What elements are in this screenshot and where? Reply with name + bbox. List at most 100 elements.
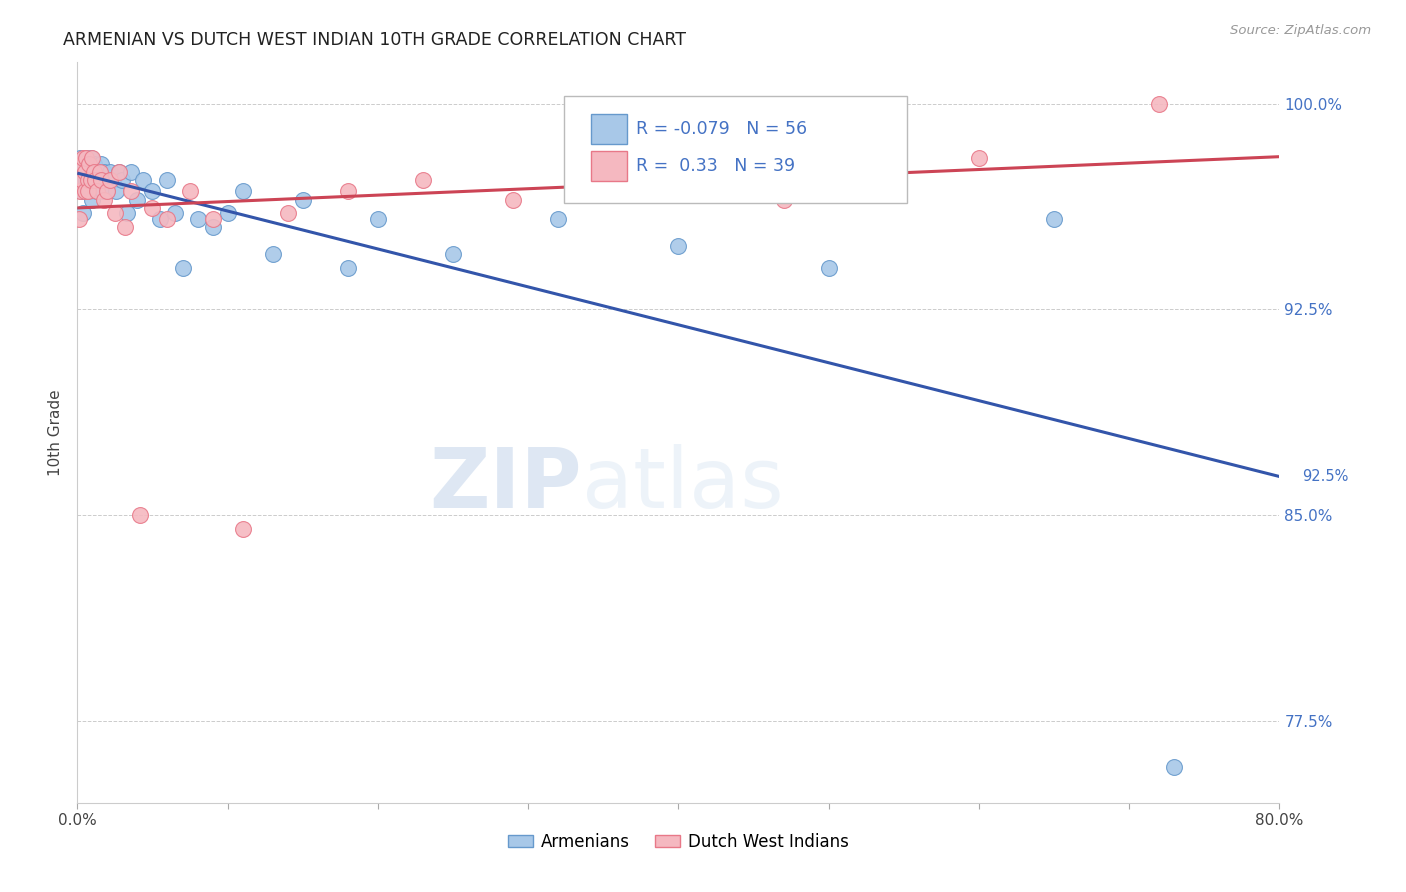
Point xyxy=(82,152,104,166)
Point xyxy=(76,184,98,198)
Point xyxy=(1043,211,1066,226)
Point xyxy=(108,165,131,179)
Point xyxy=(111,173,134,187)
Point xyxy=(76,184,98,198)
Point xyxy=(83,157,105,171)
Point xyxy=(156,173,179,187)
Point xyxy=(94,173,117,187)
Point xyxy=(232,522,254,536)
Point xyxy=(84,173,107,187)
Point xyxy=(80,152,103,166)
Point xyxy=(1163,760,1185,774)
Point xyxy=(89,173,111,187)
Point xyxy=(120,184,142,198)
Point xyxy=(75,173,97,187)
Point xyxy=(89,165,111,179)
Point xyxy=(156,211,179,226)
Point xyxy=(621,157,644,171)
FancyBboxPatch shape xyxy=(591,114,627,144)
Point xyxy=(115,206,138,220)
Point xyxy=(84,173,107,187)
Point xyxy=(76,165,98,179)
Point xyxy=(668,239,690,253)
Point xyxy=(103,173,125,187)
Point xyxy=(75,152,97,166)
Text: 92.5%: 92.5% xyxy=(1302,469,1348,484)
FancyBboxPatch shape xyxy=(591,152,627,181)
Point xyxy=(127,193,149,207)
Point xyxy=(108,165,131,179)
Text: ARMENIAN VS DUTCH WEST INDIAN 10TH GRADE CORRELATION CHART: ARMENIAN VS DUTCH WEST INDIAN 10TH GRADE… xyxy=(63,31,686,49)
Point xyxy=(100,173,122,187)
Point xyxy=(217,206,239,220)
Point xyxy=(93,165,115,179)
Point xyxy=(79,173,101,187)
Point xyxy=(105,184,128,198)
Y-axis label: 10th Grade: 10th Grade xyxy=(48,389,63,476)
Point xyxy=(72,157,94,171)
Text: R = -0.079   N = 56: R = -0.079 N = 56 xyxy=(637,120,807,138)
FancyBboxPatch shape xyxy=(564,95,907,203)
Point xyxy=(76,173,98,187)
Point xyxy=(96,184,118,198)
Point xyxy=(120,165,142,179)
Point xyxy=(817,261,839,276)
Point xyxy=(547,211,569,226)
Point xyxy=(201,211,224,226)
Text: ZIP: ZIP xyxy=(430,444,582,525)
Point xyxy=(79,157,101,171)
Point xyxy=(72,206,94,220)
Point xyxy=(367,211,389,226)
Point xyxy=(96,184,118,198)
Point xyxy=(73,184,96,198)
Point xyxy=(80,173,103,187)
Point xyxy=(114,219,136,234)
Point xyxy=(141,184,163,198)
Point xyxy=(83,165,105,179)
Point xyxy=(80,184,103,198)
Point xyxy=(291,193,314,207)
Point xyxy=(129,508,152,522)
Point xyxy=(86,184,108,198)
Point xyxy=(93,193,115,207)
Point xyxy=(90,157,112,171)
Point xyxy=(1149,96,1171,111)
Point xyxy=(70,184,93,198)
Point xyxy=(82,193,104,207)
Point xyxy=(412,173,434,187)
Point xyxy=(262,247,284,261)
Point xyxy=(73,165,96,179)
Point xyxy=(70,157,93,171)
Point xyxy=(232,184,254,198)
Point xyxy=(172,261,194,276)
Text: R =  0.33   N = 39: R = 0.33 N = 39 xyxy=(637,157,796,175)
Point xyxy=(82,165,104,179)
Point xyxy=(277,206,299,220)
Point xyxy=(201,219,224,234)
Point xyxy=(70,173,93,187)
Point xyxy=(75,152,97,166)
Point xyxy=(86,184,108,198)
Text: atlas: atlas xyxy=(582,444,785,525)
Point xyxy=(72,152,94,166)
Point xyxy=(149,211,172,226)
Point xyxy=(336,184,359,198)
Text: Source: ZipAtlas.com: Source: ZipAtlas.com xyxy=(1230,24,1371,37)
Point xyxy=(141,201,163,215)
Point xyxy=(69,152,91,166)
Point xyxy=(73,178,96,193)
Point xyxy=(967,152,990,166)
Point xyxy=(441,247,464,261)
Point xyxy=(163,206,186,220)
Point xyxy=(67,165,90,179)
Point xyxy=(179,184,201,198)
Point xyxy=(69,184,91,198)
Point xyxy=(87,165,110,179)
Point xyxy=(73,165,96,179)
Point xyxy=(772,193,794,207)
Point xyxy=(79,157,101,171)
Point xyxy=(100,165,122,179)
Point xyxy=(90,173,112,187)
Point xyxy=(67,211,90,226)
Point xyxy=(502,193,524,207)
